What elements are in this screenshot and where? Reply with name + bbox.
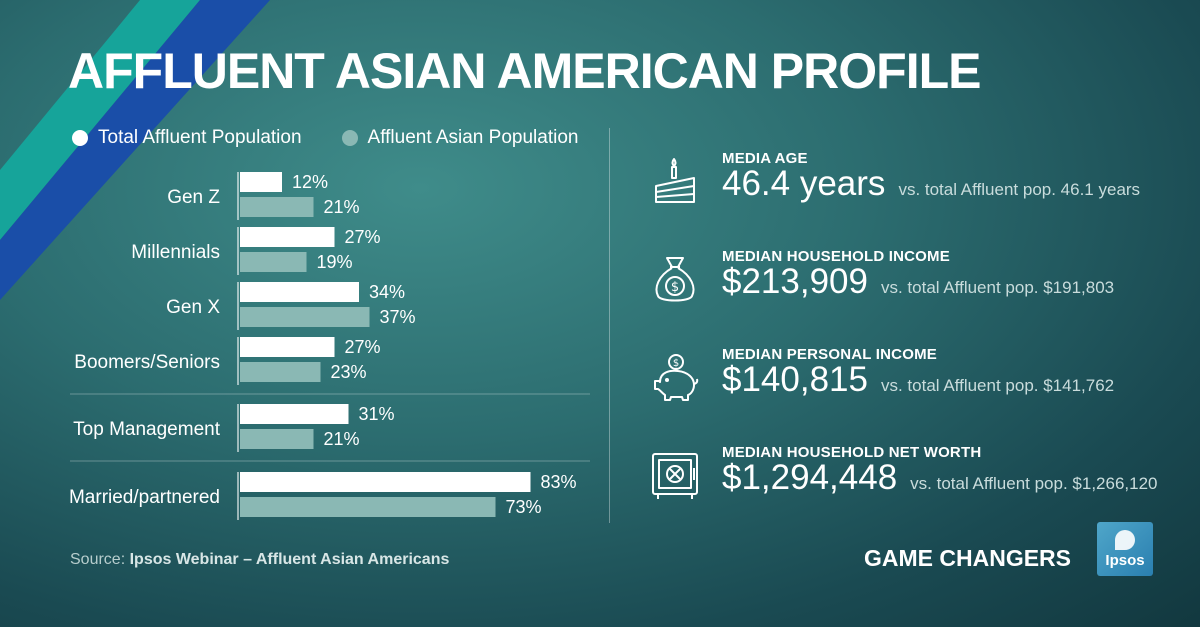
stat-compare: vs. total Affluent pop. 46.1 years: [898, 180, 1141, 199]
data-label-total-affluent-population-millennials: 27%: [345, 227, 381, 247]
bar-affluent-asian-population-millennials: [240, 252, 307, 272]
page-title: AFFLUENT ASIAN AMERICAN PROFILE: [68, 43, 981, 99]
money-bag-icon: $: [655, 257, 695, 302]
blue-stripe: [0, 0, 270, 300]
data-label-total-affluent-population-boomers-seniors: 27%: [345, 337, 381, 357]
stat-value: $1,294,448: [722, 458, 898, 497]
bar-affluent-asian-population-married-partnered: [240, 497, 496, 517]
source-note: Source: Ipsos Webinar – Affluent Asian A…: [70, 551, 449, 569]
section-divider: [609, 128, 610, 523]
stat-label: MEDIAN HOUSEHOLD NET WORTH: [722, 444, 982, 461]
source-prefix: Source:: [70, 551, 130, 568]
category-label-married-partnered: Married/partnered: [69, 487, 220, 508]
bar-affluent-asian-population-gen-x: [240, 307, 370, 327]
stat-media-age: MEDIA AGE 46.4 years vs. total Affluent …: [650, 150, 1190, 230]
bar-total-affluent-population-top-management: [240, 404, 349, 424]
cake-icon: [655, 158, 695, 203]
ipsos-logo: Ipsos: [1097, 522, 1153, 576]
data-label-total-affluent-population-married-partnered: 83%: [541, 472, 577, 492]
legend-dot-total: [72, 130, 88, 146]
data-label-affluent-asian-population-millennials: 19%: [317, 252, 353, 272]
logo-bubble-icon: [1115, 530, 1135, 550]
stat-label: MEDIAN PERSONAL INCOME: [722, 346, 937, 363]
stat-label: MEDIAN HOUSEHOLD INCOME: [722, 248, 950, 265]
legend-item-total: Total Affluent Population: [72, 127, 302, 149]
data-label-affluent-asian-population-gen-z: 21%: [324, 197, 360, 217]
stat-line: $1,294,448 vs. total Affluent pop. $1,26…: [722, 458, 1158, 498]
data-label-affluent-asian-population-top-management: 21%: [324, 429, 360, 449]
bar-affluent-asian-population-top-management: [240, 429, 314, 449]
category-label-boomers-seniors: Boomers/Seniors: [74, 352, 220, 373]
data-label-affluent-asian-population-boomers-seniors: 23%: [331, 362, 367, 382]
stat-compare: vs. total Affluent pop. $191,803: [880, 278, 1115, 297]
bar-total-affluent-population-married-partnered: [240, 472, 531, 492]
decorative-stripes: [0, 0, 270, 300]
bar-affluent-asian-population-gen-z: [240, 197, 314, 217]
bar-chart: Gen Z 12% 21% Millennials 27% 19% Gen X 34% 37% B…: [69, 172, 590, 520]
bar-total-affluent-population-boomers-seniors: [240, 337, 335, 357]
legend-label-asian: Affluent Asian Population: [367, 127, 579, 148]
stat-label: MEDIA AGE: [722, 150, 808, 167]
category-label-gen-z: Gen Z: [167, 187, 220, 208]
source-text: Ipsos Webinar – Affluent Asian Americans: [129, 551, 450, 568]
stat-personal-income: $ MEDIAN PERSONAL INCOME $140,815 vs. to…: [650, 346, 1190, 426]
legend-label-total: Total Affluent Population: [98, 127, 302, 148]
data-label-total-affluent-population-top-management: 31%: [359, 404, 395, 424]
stat-value: 46.4 years: [722, 164, 886, 203]
stat-line: $140,815 vs. total Affluent pop. $141,76…: [722, 360, 1114, 400]
stat-household-income: $ MEDIAN HOUSEHOLD INCOME $213,909 vs. t…: [650, 248, 1190, 328]
stat-line: 46.4 years vs. total Affluent pop. 46.1 …: [722, 164, 1140, 204]
data-label-total-affluent-population-gen-z: 12%: [292, 172, 328, 192]
safe-icon: [652, 453, 698, 499]
stat-line: $213,909 vs. total Affluent pop. $191,80…: [722, 262, 1114, 302]
stat-compare: vs. total Affluent pop. $141,762: [880, 376, 1115, 395]
data-label-affluent-asian-population-gen-x: 37%: [380, 307, 416, 327]
piggy-bank-icon: $: [654, 354, 699, 401]
bar-total-affluent-population-millennials: [240, 227, 335, 247]
bar-total-affluent-population-gen-z: [240, 172, 282, 192]
stat-value: $213,909: [722, 262, 868, 301]
bar-affluent-asian-population-boomers-seniors: [240, 362, 321, 382]
chart-legend: Total Affluent Population Affluent Asian…: [72, 127, 618, 149]
data-label-total-affluent-population-gen-x: 34%: [369, 282, 405, 302]
brand-tagline: GAME CHANGERS: [864, 545, 1072, 571]
data-label-affluent-asian-population-married-partnered: 73%: [506, 497, 542, 517]
stat-value: $140,815: [722, 360, 868, 399]
stat-net-worth: MEDIAN HOUSEHOLD NET WORTH $1,294,448 vs…: [650, 444, 1190, 524]
category-label-gen-x: Gen X: [166, 297, 220, 318]
category-label-top-management: Top Management: [73, 419, 221, 440]
logo-text: Ipsos: [1105, 552, 1145, 569]
legend-item-asian: Affluent Asian Population: [341, 127, 579, 149]
stat-compare: vs. total Affluent pop. $1,266,120: [910, 474, 1158, 493]
svg-text:$: $: [673, 358, 679, 369]
category-label-millennials: Millennials: [131, 242, 220, 263]
bar-total-affluent-population-gen-x: [240, 282, 359, 302]
legend-dot-asian: [341, 130, 358, 146]
svg-text:$: $: [671, 280, 679, 295]
